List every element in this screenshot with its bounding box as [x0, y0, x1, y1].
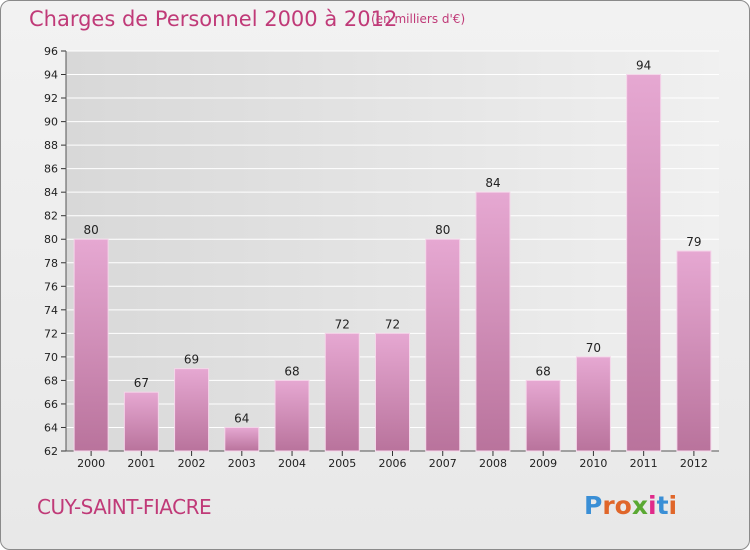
bar-value-label: 69 [184, 353, 199, 367]
y-tick-label: 88 [44, 139, 58, 152]
location-name: CUY-SAINT-FIACRE [37, 495, 212, 519]
x-tick-label: 2011 [630, 457, 658, 470]
x-tick-label: 2009 [529, 457, 557, 470]
bar [174, 368, 210, 452]
bar-value-label: 64 [234, 411, 249, 425]
bar-value-label: 72 [335, 317, 350, 331]
bar [324, 332, 360, 452]
bar [525, 379, 561, 452]
y-tick-label: 80 [44, 233, 58, 246]
bar-value-label: 70 [586, 341, 601, 355]
x-tick-label: 2005 [328, 457, 356, 470]
bar [123, 391, 159, 452]
bar [575, 356, 611, 452]
logo-letter: x [631, 491, 648, 520]
bar [375, 332, 410, 452]
bar-value-label: 94 [636, 59, 651, 73]
y-tick-label: 94 [44, 69, 58, 82]
y-tick-label: 86 [44, 163, 58, 176]
y-tick-label: 82 [44, 210, 58, 223]
x-tick-label: 2003 [228, 457, 256, 470]
bar [475, 191, 511, 452]
x-tick-label: 2010 [579, 457, 607, 470]
bar-value-label: 84 [485, 176, 500, 190]
logo-letter: o [614, 491, 632, 520]
bar-value-label: 67 [134, 376, 149, 390]
x-tick-label: 2001 [127, 457, 155, 470]
y-tick-label: 78 [44, 257, 58, 270]
bar-value-label: 80 [83, 223, 98, 237]
x-tick-label: 2008 [479, 457, 507, 470]
logo-letter: i [668, 491, 678, 520]
y-tick-label: 70 [44, 351, 58, 364]
proxiti-logo[interactable]: Proxiti [584, 491, 677, 520]
y-tick-label: 96 [44, 45, 58, 58]
bar-value-label: 72 [385, 317, 400, 331]
x-tick-label: 2000 [77, 457, 105, 470]
x-tick-label: 2012 [680, 457, 708, 470]
y-tick-label: 66 [44, 398, 58, 411]
logo-letter: t [656, 491, 669, 520]
x-tick-label: 2004 [278, 457, 306, 470]
bar-value-label: 68 [536, 364, 551, 378]
logo-letter: P [584, 491, 603, 520]
bar [626, 74, 662, 452]
bar [676, 250, 712, 452]
bar-value-label: 68 [284, 364, 299, 378]
chart-title: Charges de Personnel 2000 à 2012 [29, 7, 398, 31]
y-tick-label: 62 [44, 445, 58, 458]
logo-letter: i [648, 491, 657, 520]
bar [274, 379, 310, 452]
y-tick-label: 76 [44, 280, 58, 293]
y-tick-label: 64 [44, 421, 58, 434]
bar [425, 238, 461, 452]
y-tick-label: 72 [44, 327, 58, 340]
y-tick-label: 92 [44, 92, 58, 105]
x-tick-label: 2007 [429, 457, 457, 470]
bar [73, 238, 109, 452]
bar-value-label: 80 [435, 223, 450, 237]
y-tick-label: 90 [44, 116, 58, 129]
bar-value-label: 79 [686, 235, 701, 249]
logo-letter: r [602, 491, 615, 520]
y-tick-label: 68 [44, 374, 58, 387]
bar [224, 426, 260, 452]
x-tick-label: 2002 [178, 457, 206, 470]
x-tick-label: 2006 [379, 457, 407, 470]
y-tick-label: 74 [44, 304, 58, 317]
chart-subtitle: (en milliers d'€) [371, 12, 466, 26]
y-tick-label: 84 [44, 186, 58, 199]
